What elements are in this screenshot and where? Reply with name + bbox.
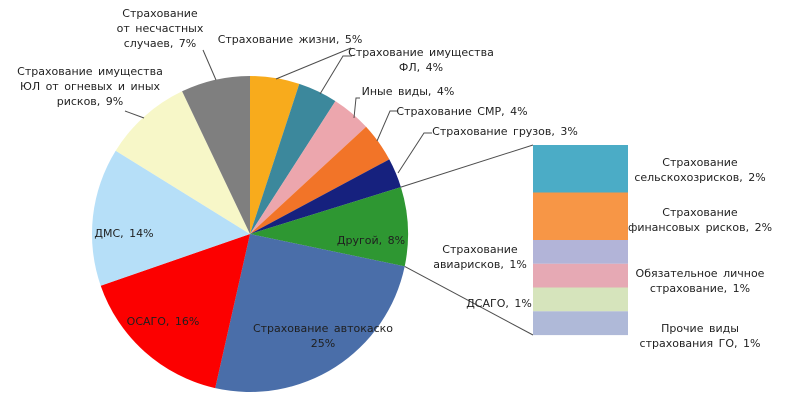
bar-segment-0 [533, 145, 628, 193]
pie-to-bar-connector-bottom [404, 265, 534, 336]
pie-slice-label-1: Страхование имущества ФЛ, 4% [348, 46, 494, 74]
pie-slice-label-2: Иные виды, 4% [362, 85, 455, 98]
pie-slice-8 [91, 150, 250, 286]
pie-slice-0 [250, 76, 300, 234]
leader-line-0 [275, 47, 352, 80]
bar-segment-label-2: Страхование авиарисков, 1% [433, 243, 527, 271]
leader-line-3 [376, 110, 398, 142]
pie-slice-label-4: Страхование грузов, 3% [432, 125, 578, 138]
pie-slice-1 [250, 83, 336, 235]
leader-line-2 [353, 97, 360, 119]
bar-segment-label-5: Прочие виды страхования ГО, 1% [640, 322, 761, 350]
pie-slice-label-9: Страхование имущества ЮЛ от огневых и ины… [17, 65, 163, 108]
bar-segment-label-3: Обязательное личное страхование, 1% [636, 267, 765, 295]
leader-line-10 [202, 49, 217, 81]
bar-segment-4 [533, 287, 628, 312]
bar-segment-1 [533, 192, 628, 240]
pie-slice-6 [215, 234, 405, 392]
pie-slice-3 [250, 126, 390, 234]
leader-line-4 [397, 132, 432, 174]
pie-slice-label-10: Страхование от несчастных случаев, 7% [117, 7, 204, 50]
pie-slice-5 [250, 187, 409, 267]
bar-segment-2 [533, 240, 628, 264]
bar-segment-label-1: Страхование финансовых рисков, 2% [628, 206, 772, 234]
pie-to-bar-connector-top [400, 144, 534, 188]
bar-segment-5 [533, 311, 628, 336]
pie-slice-label-7: ОСАГО, 16% [127, 315, 200, 328]
pie-slice-label-5: Другой, 8% [337, 234, 405, 247]
pie-slice-4 [250, 159, 401, 234]
leader-line-1 [319, 55, 352, 95]
leader-line-9 [124, 110, 145, 119]
pie-slice-label-8: ДМС, 14% [94, 227, 153, 240]
pie-slice-9 [115, 91, 250, 234]
pie-slice-10 [182, 75, 250, 234]
bar-segment-label-0: Страхование сельскохозрисков, 2% [634, 156, 765, 184]
bar-segment-label-4: ДСАГО, 1% [466, 297, 532, 310]
pie-slice-label-0: Страхование жизни, 5% [218, 33, 363, 46]
pie-slice-7 [100, 234, 250, 389]
pie-slice-label-6: Страхование автокаско 25% [253, 322, 393, 350]
bar-segment-3 [533, 263, 628, 288]
pie-slice-label-3: Страхование СМР, 4% [396, 105, 527, 118]
pie-slice-2 [250, 101, 367, 234]
